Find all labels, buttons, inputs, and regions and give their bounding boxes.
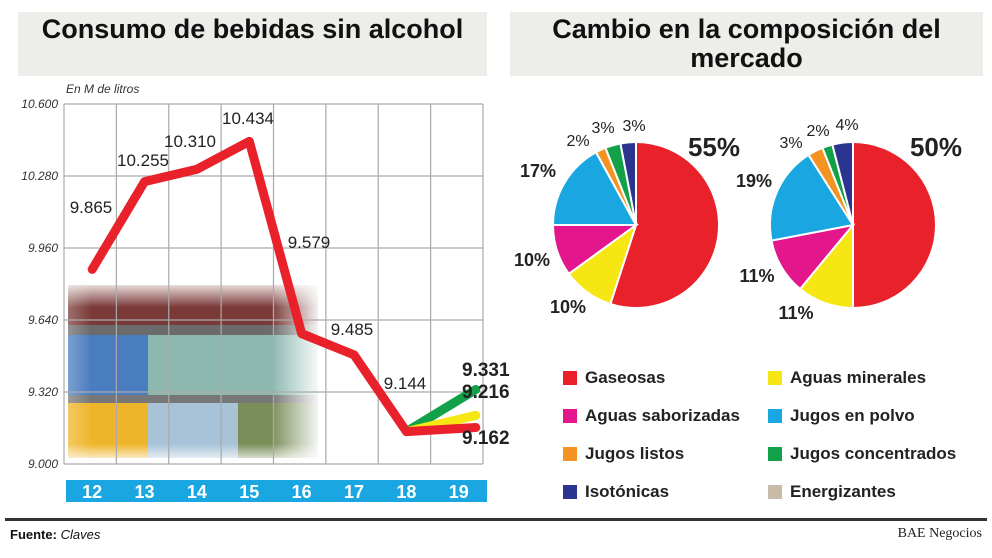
x-tick-label: 17 <box>344 482 364 502</box>
y-tick-label: 9.960 <box>28 241 58 255</box>
y-tick-label: 9.000 <box>28 457 58 471</box>
legend-swatch <box>563 485 577 499</box>
legend-item: Jugos en polvo <box>768 406 915 426</box>
y-tick-label: 9.640 <box>28 313 58 327</box>
slice-label: 50% <box>910 132 962 162</box>
legend-label: Energizantes <box>790 482 896 501</box>
end-data-label: 9.216 <box>462 382 510 403</box>
slice-label: 4% <box>835 117 858 134</box>
legend-label: Gaseosas <box>585 368 666 387</box>
legend-swatch <box>768 371 782 385</box>
slice-label: 2% <box>806 123 829 140</box>
slice-label: 3% <box>622 118 645 135</box>
pie-chart-title: Cambio en la composición del mercado <box>510 12 983 76</box>
x-axis-bar <box>66 480 487 502</box>
legend-swatch <box>563 371 577 385</box>
legend-item: Jugos listos <box>563 444 684 464</box>
legend-label: Aguas saborizadas <box>585 406 740 425</box>
slice-label: 3% <box>779 135 802 152</box>
slice-label: 2% <box>566 133 589 150</box>
x-tick-label: 18 <box>396 482 416 502</box>
legend-label: Isotónicas <box>585 482 670 501</box>
legend-item: Isotónicas <box>563 482 669 502</box>
x-tick-label: 15 <box>239 482 259 502</box>
legend-swatch <box>768 447 782 461</box>
x-tick-label: 16 <box>292 482 312 502</box>
y-tick-label: 10.280 <box>21 169 58 183</box>
pie-slice <box>619 140 637 226</box>
legend-label: Aguas minerales <box>790 368 927 387</box>
footer-divider <box>5 518 987 521</box>
slice-label: 17% <box>520 161 556 181</box>
slice-label: 3% <box>591 120 614 137</box>
line-chart-title: Consumo de bebidas sin alcohol <box>18 12 487 76</box>
legend-label: Jugos concentrados <box>790 444 957 463</box>
y-tick-label: 10.600 <box>21 97 58 111</box>
legend-item: Energizantes <box>768 482 896 502</box>
legend-swatch <box>768 485 782 499</box>
legend-label: Jugos listos <box>585 444 685 463</box>
slice-label: 10% <box>550 297 586 317</box>
data-label: 10.434 <box>222 109 274 128</box>
data-label: 9.144 <box>384 374 427 393</box>
y-tick-label: 9.320 <box>28 385 58 399</box>
x-tick-label: 12 <box>82 482 102 502</box>
slice-label: 19% <box>736 171 772 191</box>
data-label: 10.255 <box>117 151 169 170</box>
source-value: Claves <box>60 527 101 542</box>
legend-label: Jugos en polvo <box>790 406 915 425</box>
legend-item: Gaseosas <box>563 368 665 388</box>
pie-slice <box>852 140 937 310</box>
source-label: Fuente: <box>10 527 57 542</box>
data-label: 9.485 <box>331 320 374 339</box>
data-label: 9.579 <box>288 233 331 252</box>
pie-slice <box>831 140 854 226</box>
slice-label: 11% <box>739 266 774 286</box>
legend-swatch <box>563 409 577 423</box>
end-data-label: 9.162 <box>462 428 510 449</box>
slice-label: 11% <box>778 303 813 323</box>
pie-slice <box>769 153 855 242</box>
pie-slice <box>551 150 638 226</box>
legend-item: Aguas minerales <box>768 368 926 388</box>
pie-slice <box>609 140 720 309</box>
end-data-label: 9.331 <box>462 360 510 381</box>
legend-swatch <box>563 447 577 461</box>
x-tick-label: 14 <box>187 482 207 502</box>
source-note: Fuente: Claves <box>10 527 100 542</box>
legend-item: Jugos concentrados <box>768 444 956 464</box>
shelf-photo <box>66 280 322 462</box>
data-label: 10.310 <box>164 132 216 151</box>
legend-swatch <box>768 409 782 423</box>
brand-credit: BAE Negocios <box>897 526 982 541</box>
x-tick-label: 19 <box>449 482 469 502</box>
x-tick-label: 13 <box>135 482 155 502</box>
y-axis-unit-label: En M de litros <box>66 82 139 96</box>
series-line <box>87 136 481 437</box>
slice-label: 55% <box>688 132 740 162</box>
slice-label: 10% <box>514 250 550 270</box>
legend-item: Aguas saborizadas <box>563 406 740 426</box>
data-label: 9.865 <box>70 198 113 217</box>
